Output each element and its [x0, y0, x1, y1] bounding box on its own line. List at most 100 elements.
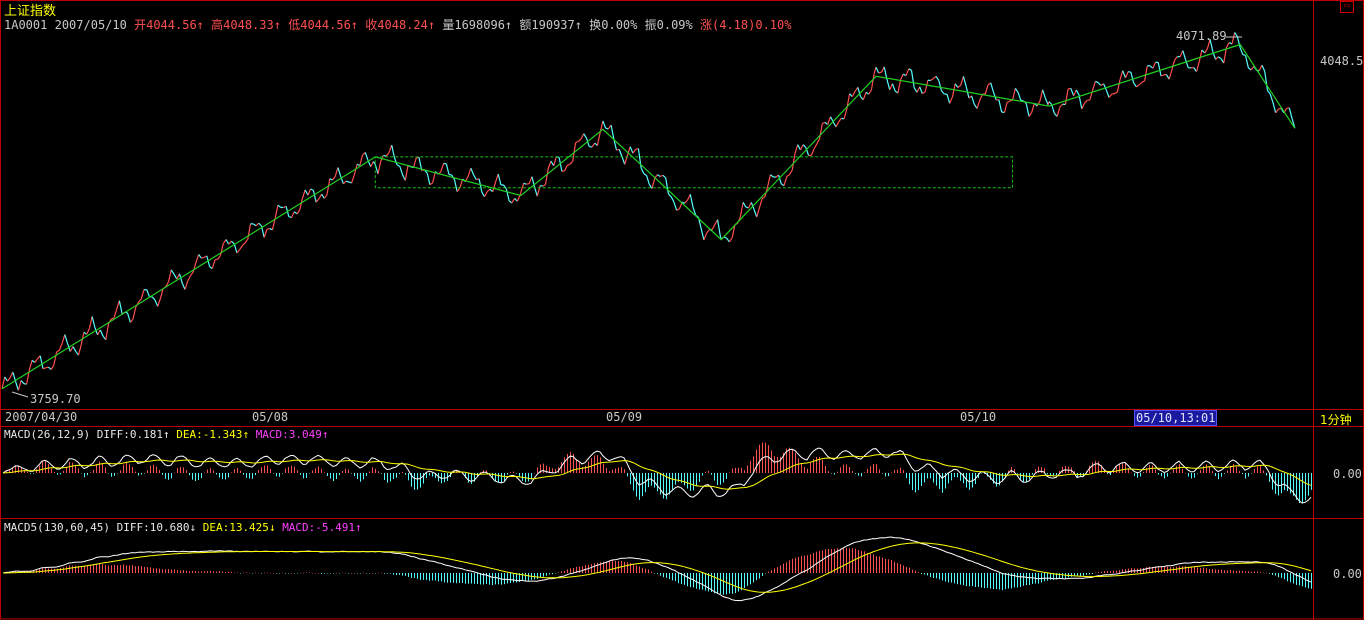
price-segment — [448, 173, 452, 176]
macd-fast-bar — [981, 473, 982, 474]
macd-fast-bar — [801, 463, 802, 473]
macd-fast-bar — [858, 473, 859, 476]
price-segment — [94, 327, 99, 336]
period-selector[interactable]: 1分钟 — [1320, 413, 1352, 427]
macd-fast-bar — [837, 471, 838, 473]
macd-slow-bar — [633, 564, 634, 573]
macd-fast-bar — [717, 473, 718, 486]
price-segment — [111, 317, 115, 320]
macd-slow-bar — [933, 573, 934, 578]
macd-slow-bar — [900, 563, 901, 573]
macd-fast-bar — [615, 468, 616, 473]
macd-fast-bar — [819, 456, 820, 473]
price-segment — [1239, 47, 1244, 55]
macd-fast-bar — [1239, 471, 1240, 473]
macd-slow-bar — [1275, 573, 1276, 576]
macd-slow-bar — [888, 559, 889, 573]
macd-fast-bar — [21, 467, 22, 473]
price-segment — [296, 209, 301, 215]
macd-slow-macd: MACD:-5.491 — [282, 521, 356, 534]
macd-slow-bar — [66, 566, 67, 573]
macd-slow-bar — [651, 571, 652, 573]
macd-slow-bar — [660, 573, 661, 576]
macd-fast-bar — [66, 466, 67, 473]
macd-slow-bar — [711, 573, 712, 592]
macd-fast-bar — [6, 470, 7, 473]
macd-fast-bar — [303, 473, 304, 479]
price-segment — [252, 223, 257, 227]
price-segment — [605, 127, 609, 130]
macd-slow-bar — [552, 573, 553, 575]
macd-slow-bar — [861, 550, 862, 573]
macd-slow-bar — [1269, 573, 1270, 574]
macd-slow-bar — [1191, 567, 1192, 573]
macd-fast-bar — [330, 473, 331, 479]
macd-slow-bar — [1029, 573, 1030, 585]
macd-fast-bar — [45, 461, 46, 473]
macd-fast-bar — [1200, 470, 1201, 473]
macd-fast-diff: DIFF:0.181 — [96, 428, 163, 441]
macd-slow-bar — [549, 573, 550, 575]
macd-fast-zero-label: 0.00 — [1333, 467, 1362, 481]
macd-slow-bar — [729, 573, 730, 594]
price-segment — [857, 87, 862, 97]
macd-slow-bar — [792, 558, 793, 573]
price-segment — [140, 289, 145, 300]
macd-fast-bar — [1311, 473, 1312, 490]
macd-fast-bar — [873, 464, 874, 473]
macd-slow-bar — [474, 573, 475, 584]
macd-slow-bar — [450, 573, 451, 583]
restore-window-button[interactable]: ▭ — [1340, 1, 1354, 13]
price-segment — [908, 68, 912, 71]
macd-fast-bar — [279, 473, 280, 477]
macd-slow-bar — [921, 573, 922, 574]
price-segment — [889, 83, 893, 91]
price-segment — [64, 334, 69, 344]
macd-fast-bar — [306, 473, 307, 478]
price-segment — [39, 355, 44, 369]
price-segment — [910, 70, 915, 88]
macd-fast-bar — [1254, 469, 1255, 473]
macd-slow-bar — [1026, 573, 1027, 586]
macd-slow-bar — [1182, 566, 1183, 573]
macd-slow-bar — [687, 573, 688, 587]
price-segment — [20, 380, 25, 385]
macd-slow-bar — [1098, 571, 1099, 573]
macd-slow-bar — [105, 564, 106, 573]
up-arrow-icon: ↑ — [321, 428, 329, 441]
macd-slow-bar — [1122, 569, 1123, 573]
macd-slow-bar — [876, 556, 877, 573]
macd-slow-bar — [1011, 573, 1012, 589]
price-segment — [739, 202, 744, 218]
macd-slow-bar — [762, 573, 763, 577]
macd-fast-bar — [765, 442, 766, 473]
macd-fast-bar — [1011, 467, 1012, 473]
macd-fast-bar — [1131, 472, 1132, 474]
macd-fast-bar — [999, 473, 1000, 486]
macd-fast-bar — [141, 473, 142, 475]
macd-fast-bar — [1209, 466, 1210, 473]
macd-slow-bar — [1152, 566, 1153, 573]
macd-slow-bar — [669, 573, 670, 579]
price-segment — [891, 83, 896, 92]
macd-slow-bar — [1239, 570, 1240, 573]
macd-fast-bar — [1059, 471, 1060, 473]
macd-fast-bar — [579, 462, 580, 473]
macd-fast-bar — [372, 467, 373, 473]
macd-fast-bar — [942, 473, 943, 493]
macd-slow-bar — [141, 566, 142, 573]
macd-slow-bar — [99, 563, 100, 573]
macd-fast-bar — [960, 473, 961, 481]
macd-slow-bar — [1065, 573, 1066, 579]
price-segment — [277, 204, 281, 208]
price-segment — [486, 188, 491, 193]
macd-fast-bar — [924, 473, 925, 483]
price-segment — [758, 198, 763, 208]
macd-slow-bar — [1248, 571, 1249, 573]
price-segment — [1182, 50, 1187, 60]
up-arrow-icon: ↑ — [355, 521, 362, 534]
macd-slow-bar — [627, 562, 628, 573]
macd-slow-bar — [393, 573, 394, 575]
macd-slow-bar — [624, 561, 625, 573]
